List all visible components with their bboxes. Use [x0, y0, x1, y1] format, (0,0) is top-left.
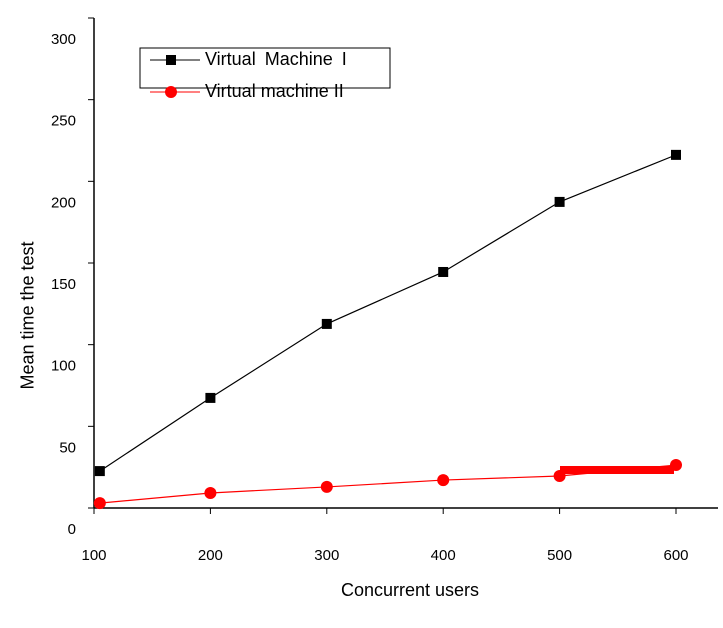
marker	[553, 469, 566, 482]
marker	[320, 480, 333, 493]
legend-marker	[165, 86, 177, 98]
y-tick-label: 100	[51, 358, 76, 375]
marker	[93, 497, 106, 510]
y-tick-label: 250	[51, 113, 76, 130]
series-line	[99, 154, 677, 472]
marker	[670, 459, 682, 472]
marker	[204, 486, 217, 499]
marker	[94, 466, 105, 477]
legend-marker	[166, 55, 176, 65]
y-tick-label: 50	[59, 439, 76, 456]
legend-box	[139, 47, 391, 89]
y-tick-label: 200	[51, 194, 76, 211]
legend-label: Virtual Machine I	[205, 49, 347, 69]
y-tick-label: 0	[68, 521, 76, 538]
legend-label: Virtual machine II	[205, 81, 344, 101]
x-tick-label: 500	[547, 547, 572, 564]
y-axis-label: Mean time the test	[17, 241, 38, 390]
x-tick-label: 200	[198, 547, 223, 564]
x-tick-label: 400	[431, 547, 456, 564]
x-tick-label: 600	[663, 547, 688, 564]
marker	[554, 196, 565, 207]
marker	[321, 318, 332, 329]
series-line	[99, 464, 677, 504]
x-tick-label: 100	[81, 547, 106, 564]
x-axis-label: Concurrent users	[340, 580, 480, 600]
marker	[437, 474, 450, 487]
x-tick-label: 300	[314, 547, 339, 564]
marker	[671, 149, 681, 160]
marker	[205, 392, 216, 403]
marker	[438, 266, 449, 277]
y-tick-label: 300	[51, 31, 76, 48]
y-tick-label: 150	[51, 276, 76, 293]
